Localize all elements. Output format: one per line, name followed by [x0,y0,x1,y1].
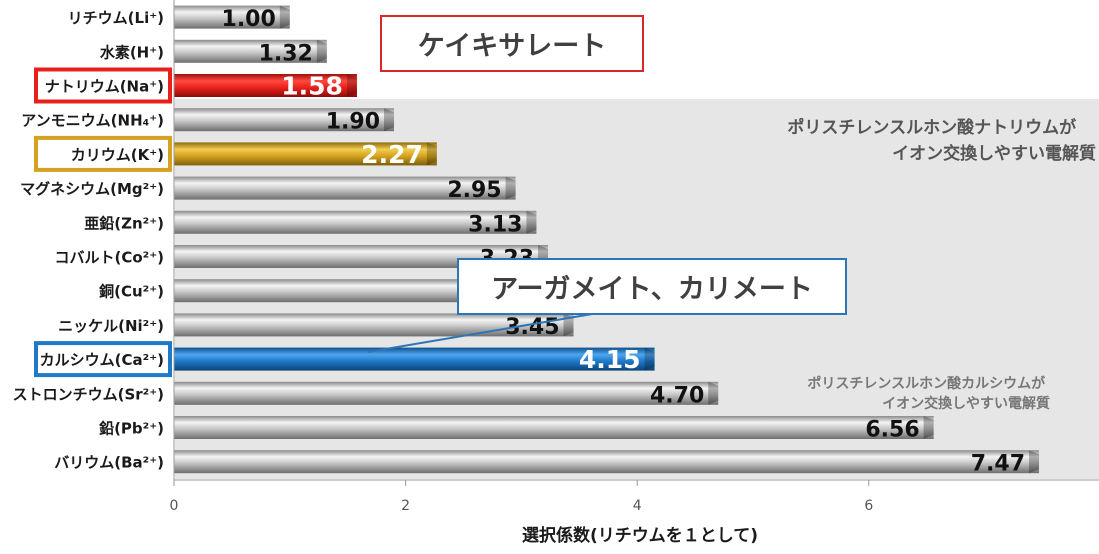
category-label: コバルト(Co²⁺) [54,249,164,267]
bar-end-cap [346,74,357,97]
bar [174,313,574,337]
bar [174,450,1040,474]
category-label-frame [34,67,172,104]
category-label: 水素(H⁺) [100,43,164,61]
bar-value-label: 2.27 [361,140,423,169]
bar-value-label: 1.58 [281,72,343,101]
x-tick-label: 4 [633,498,642,514]
category-label: バリウム(Ba²⁺) [54,454,164,472]
x-tick-label: 2 [401,498,410,514]
category-label: リチウム(Li⁺) [68,9,164,27]
x-axis [173,0,1099,481]
annotation-calcium: ポリスチレンスルホン酸カルシウムが イオン交換しやすい電解質 [807,375,1050,412]
annotation-sodium-line1: ポリスチレンスルホン酸ナトリウムが [787,117,1076,138]
bar [174,381,719,405]
x-tick-label: 6 [864,498,873,514]
bar-value-label: 1.90 [326,110,380,135]
bar-end-cap [923,416,934,439]
category-label: マグネシウム(Mg²⁺) [20,180,164,198]
annotation-calcium-line2: イオン交換しやすい電解質 [882,395,1050,412]
callout-argamate-kalimate: アーガメイト、カリメート [457,258,847,315]
bar [174,210,537,234]
bar-end-cap [316,39,327,63]
bar-end-cap [426,142,437,166]
bar [174,245,549,268]
bar [174,176,516,200]
category-label: アンモニウム(NH₄⁺) [21,112,164,130]
bar-end-cap [279,5,290,29]
bar-end-cap [1029,450,1040,474]
category-label: カルシウム(Ca²⁺) [40,351,164,369]
category-label: ストロンチウム(Sr²⁺) [13,385,164,403]
bar [174,39,327,63]
bar-end-cap [708,381,719,405]
annotation-calcium-line1: ポリスチレンスルホン酸カルシウムが [807,375,1046,392]
category-label: カリウム(K⁺) [71,146,164,164]
bar-end-cap [644,347,655,371]
bar [174,347,655,371]
bar [174,142,437,166]
bar-value-label: 4.15 [579,345,641,374]
bar [174,5,290,29]
category-label: ニッケル(Ni²⁺) [58,317,164,335]
annotation-sodium-line2: イオン交換しやすい電解質 [892,143,1096,164]
x-tick-label: 0 [170,498,179,514]
bar-value-label: 3.13 [468,212,522,237]
category-label-frame [34,341,172,378]
bars-layer: リチウム(Li⁺) 1.00 水素(H⁺) 1.32 ナトリウム(Na⁺) 1.58 アンモ… [13,5,1040,477]
bar [174,108,395,132]
annotation-sodium: ポリスチレンスルホン酸ナトリウムが イオン交換しやすい電解質 [787,117,1096,164]
x-axis-label: 選択係数(リチウムを１として) [522,525,758,546]
bar [174,74,357,97]
bar-value-label: 7.47 [971,452,1025,477]
bar-value-label: 6.56 [865,418,919,443]
category-label: 亜鉛(Zn²⁺) [84,214,164,232]
callout-connector [367,311,605,353]
category-label: 銅(Cu²⁺) [99,283,164,301]
bar-value-label: 1.32 [259,41,313,66]
bar [174,416,934,439]
category-label: ナトリウム(Na⁺) [45,78,164,96]
bar-end-cap [526,210,537,234]
callout-kayexalate: ケイキサレート [380,15,644,72]
bar-end-cap [505,176,516,200]
x-ticks-layer: 0 2 4 6 [170,480,873,514]
bar-end-cap [384,108,395,132]
bar-value-label: 2.95 [447,178,501,203]
category-label-frame [34,135,172,172]
bar-value-label: 4.70 [650,383,704,408]
category-label: 鉛(Pb²⁺) [99,420,164,438]
bar-value-label: 1.00 [222,7,276,32]
